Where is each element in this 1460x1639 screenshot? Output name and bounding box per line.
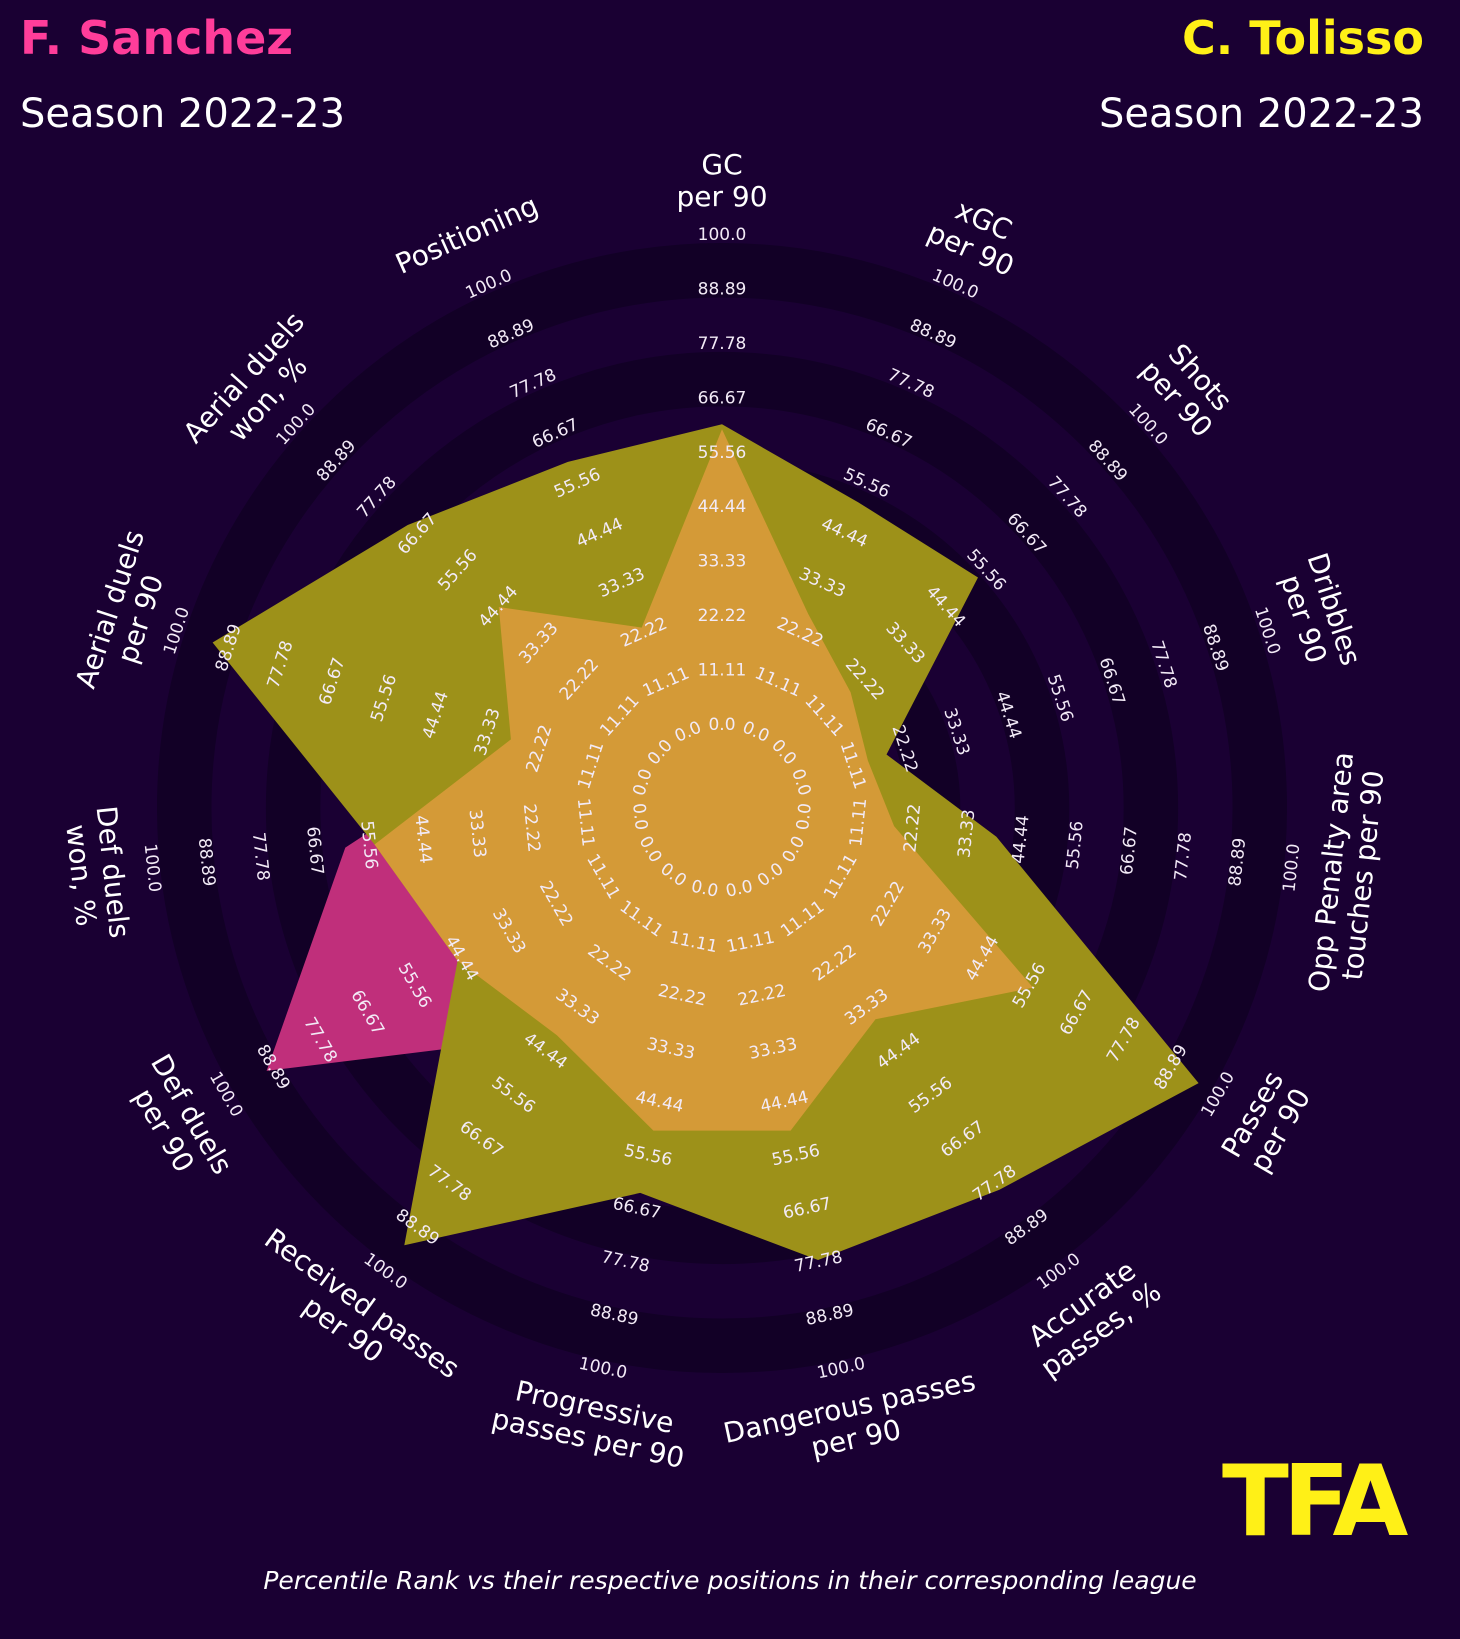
tick-label: 66.67 [698,388,747,408]
tick-label: 88.89 [698,279,747,299]
ring-band [157,243,1287,1373]
player-b-name: C. Tolisso [1181,11,1424,65]
tick-label: 100.0 [140,843,165,893]
tick-label: 100.0 [1279,843,1304,893]
tick-label: 55.56 [698,443,747,463]
player-a-name: F. Sanchez [20,11,294,65]
tick-label: 33.33 [698,552,747,572]
radar-polygons [212,424,1199,1260]
axis-label: Opp Penalty areatouches per 90 [1302,750,1392,997]
tick-label: 22.22 [698,606,747,626]
axis-label: Aerial duelsper 90 [69,526,182,702]
player-b-header: C. Tolisso Season 2022-23 [1099,10,1424,140]
tick-label: 55.56 [1063,820,1088,870]
player-a-season: Season 2022-23 [20,91,346,137]
tick-label: 11.11 [698,661,747,681]
tick-label: 77.78 [698,334,747,354]
player-b-season: Season 2022-23 [1098,91,1424,137]
tfa-logo: TFA [1222,1445,1408,1559]
tick-label: 100.0 [698,225,747,245]
series-overlap-polygon [374,429,1034,1131]
axis-label: Positioning [391,189,544,281]
footnote: Percentile Rank vs their respective posi… [263,1566,1197,1595]
axis-label: Def duelswon, % [58,804,137,943]
axis-label: Dangerous passesper 90 [720,1364,985,1481]
tick-label: 77.78 [248,831,273,881]
axis-label: GC per 90 [676,148,767,213]
tick-label: 44.44 [698,497,747,517]
tick-label: 77.78 [1171,831,1196,881]
tick-label: 0.0 [708,715,735,735]
player-a-header: F. Sanchez Season 2022-23 [20,10,345,140]
tick-label: 0.0 [793,802,816,831]
axis-label: Dribblesper 90 [1270,549,1368,679]
ring-band [265,351,1179,1265]
tick-label: 0.0 [628,802,651,831]
axis-label: Progressivepasses per 90 [489,1371,694,1475]
